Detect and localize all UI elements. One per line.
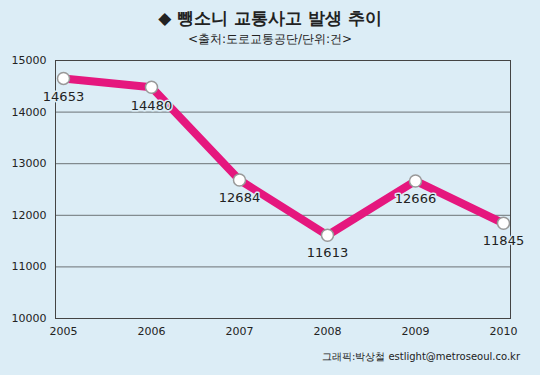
svg-text:11613: 11613 <box>307 245 348 260</box>
svg-text:10000: 10000 <box>12 312 47 325</box>
svg-text:12000: 12000 <box>12 209 47 222</box>
svg-text:11845: 11845 <box>483 233 524 248</box>
svg-text:14000: 14000 <box>12 106 47 119</box>
svg-text:2007: 2007 <box>226 325 254 338</box>
svg-text:14480: 14480 <box>131 97 172 112</box>
svg-text:14653: 14653 <box>43 89 84 104</box>
svg-text:2010: 2010 <box>490 325 518 338</box>
svg-text:2005: 2005 <box>50 325 78 338</box>
html-text:그래픽:박상철 estlight@metroseoul.co: 그래픽:박상철 estlight@metroseoul.co.kr <box>321 351 520 362</box>
svg-text:15000: 15000 <box>12 54 47 67</box>
html-text:◆ 뺑소니 교통사고 발생 추이: ◆ 뺑소니 교통사고 발생 추이 <box>158 8 382 28</box>
svg-text:13000: 13000 <box>12 157 47 170</box>
svg-text:2008: 2008 <box>314 325 342 338</box>
svg-text:12684: 12684 <box>219 190 260 205</box>
svg-text:11000: 11000 <box>12 260 47 273</box>
svg-text:2009: 2009 <box>402 325 430 338</box>
svg-text:2006: 2006 <box>138 325 166 338</box>
html-text:<출처:도로교통공단/단위:건>: <출처:도로교통공단/단위:건> <box>187 32 353 46</box>
svg-text:12666: 12666 <box>395 191 436 206</box>
